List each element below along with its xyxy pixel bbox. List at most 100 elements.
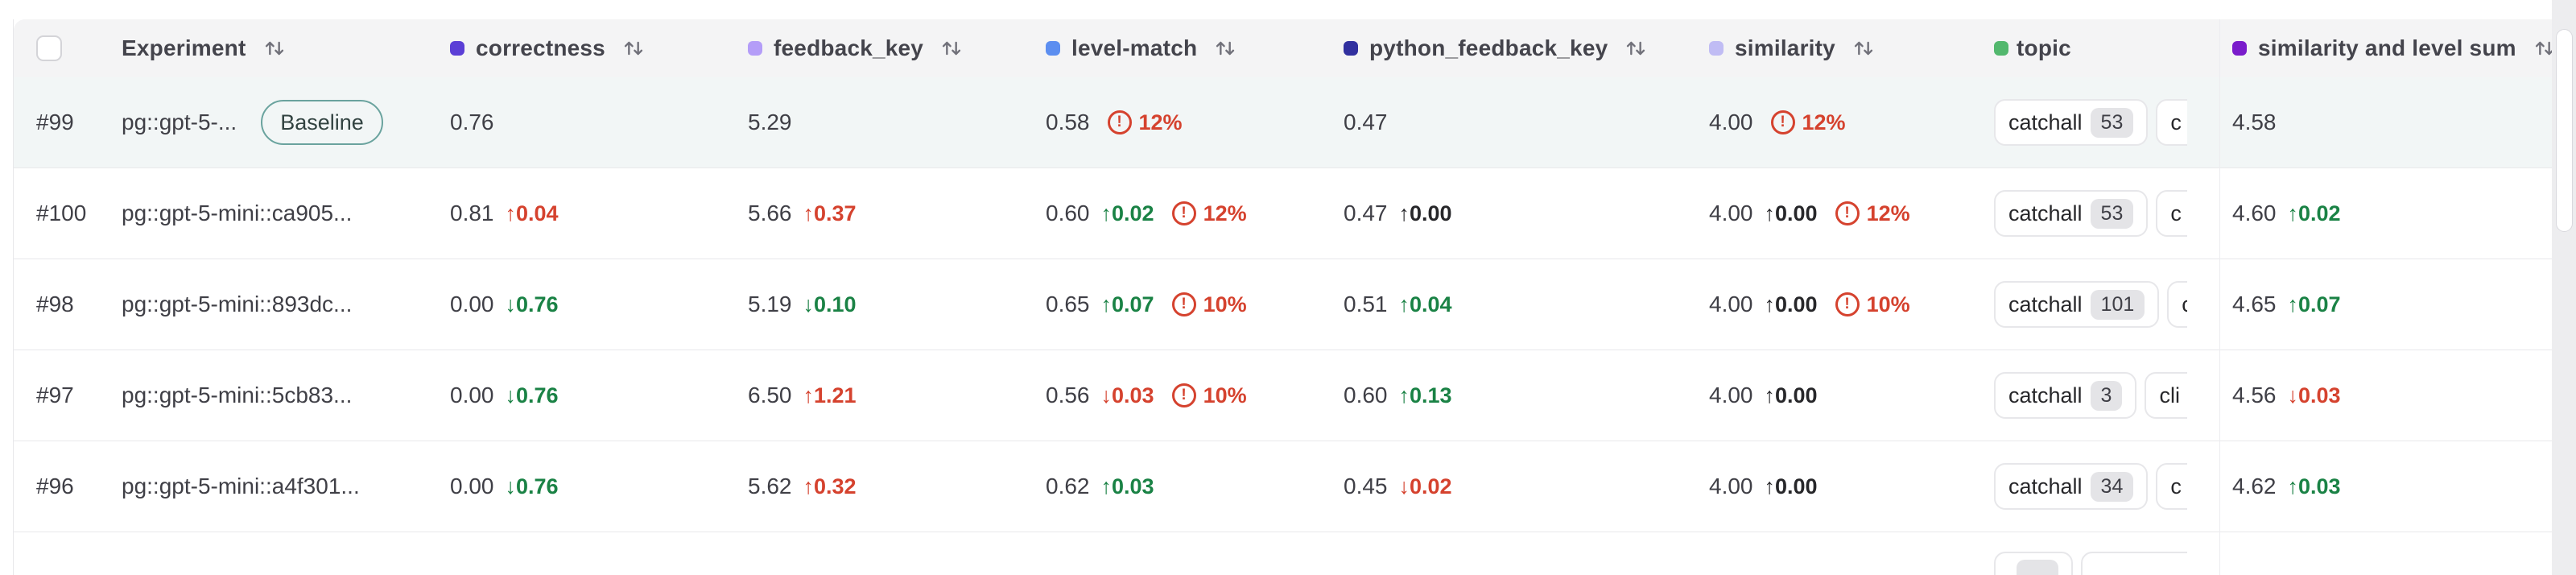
level-match-value: 0.58 — [1046, 110, 1090, 134]
regression-warning: 10% — [1835, 292, 1910, 317]
column-header-python-feedback-key: python_feedback_key — [1369, 35, 1608, 60]
level-match-delta: ↓0.03 — [1100, 383, 1154, 407]
sort-icon[interactable] — [1850, 35, 1877, 62]
vertical-scrollbar-thumb[interactable] — [2556, 29, 2573, 232]
python-feedback-key-delta: ↓0.02 — [1398, 474, 1452, 498]
similarity-value: 4.00 — [1709, 201, 1753, 225]
table-row[interactable]: #97 pg::gpt-5-mini::5cb83... 0.00 ↓0.76 … — [14, 350, 2552, 441]
experiment-name[interactable]: pg::gpt-5-mini::5cb83... — [122, 383, 353, 407]
feedback-key-value: 5.29 — [748, 110, 792, 134]
feedback-key-value: 6.50 — [748, 383, 792, 407]
similarity-value: 4.00 — [1709, 292, 1753, 316]
sort-icon[interactable] — [1212, 35, 1239, 62]
similarity-and-level-sum-delta: ↑0.07 — [2287, 292, 2341, 316]
header-cell-feedback-key: feedback_key — [748, 19, 965, 77]
experiment-name[interactable]: pg::gpt-5-mini::ca905... — [122, 201, 353, 225]
regression-warning: 12% — [1770, 110, 1846, 135]
level-match-dot-icon — [1046, 41, 1060, 56]
topic-badge-clipped: c — [2167, 281, 2187, 328]
similarity-value: 4.00 — [1709, 383, 1753, 407]
feedback-key-dot-icon — [748, 41, 762, 56]
regression-warning: 12% — [1107, 110, 1183, 135]
feedback-key-delta: ↓0.10 — [803, 292, 857, 316]
table-row[interactable]: #100 pg::gpt-5-mini::ca905... 0.81 ↑0.04… — [14, 168, 2552, 259]
table-row[interactable]: #96 pg::gpt-5-mini::a4f301... 0.00 ↓0.76… — [14, 441, 2552, 532]
header-cell-select — [36, 19, 62, 77]
column-header-similarity: similarity — [1735, 35, 1835, 60]
similarity-delta: ↑0.00 — [1764, 383, 1818, 407]
topic-badge: catchall 101 — [1994, 281, 2160, 328]
header-cell-topic: topic — [1994, 19, 2187, 77]
table-row-partial[interactable] — [14, 532, 2552, 575]
header-cell-similarity: similarity — [1709, 19, 1877, 77]
column-header-feedback-key: feedback_key — [774, 35, 924, 60]
python-feedback-key-value: 0.51 — [1344, 292, 1388, 316]
similarity-and-level-sum-value: 4.60 — [2232, 201, 2277, 225]
topic-badge: catchall 34 — [1994, 463, 2149, 510]
correctness-dot-icon — [450, 41, 464, 56]
similarity-and-level-sum-value: 4.58 — [2232, 110, 2277, 134]
row-id: #100 — [36, 201, 87, 225]
topic-badge-clipped: cli — [2145, 372, 2187, 419]
correctness-value: 0.81 — [450, 201, 494, 225]
similarity-delta: ↑0.00 — [1764, 201, 1818, 225]
level-match-delta: ↑0.03 — [1100, 474, 1154, 498]
column-header-topic: topic — [2017, 35, 2071, 60]
row-id: #99 — [36, 110, 74, 134]
correctness-delta: ↑0.04 — [505, 201, 559, 225]
topic-count-chip — [2017, 560, 2058, 575]
regression-warning: 12% — [1171, 201, 1247, 226]
python-feedback-key-delta: ↑0.13 — [1398, 383, 1452, 407]
topic-badge — [1994, 552, 2073, 575]
warning-icon — [1835, 201, 1860, 225]
topic-count-chip: 34 — [2090, 471, 2134, 502]
level-match-value: 0.62 — [1046, 474, 1090, 498]
sort-icon[interactable] — [620, 35, 647, 62]
level-match-delta: ↑0.07 — [1100, 292, 1154, 316]
header-cell-experiment: Experiment — [122, 19, 288, 77]
topic-count-chip: 101 — [2090, 289, 2145, 320]
sort-icon[interactable] — [261, 35, 288, 62]
pinned-column-divider — [2219, 19, 2220, 575]
topic-dot-icon — [1994, 41, 2008, 56]
baseline-badge: Baseline — [261, 100, 383, 145]
sort-icon[interactable] — [938, 35, 965, 62]
python-feedback-key-delta: ↑0.04 — [1398, 292, 1452, 316]
select-all-checkbox[interactable] — [36, 35, 62, 61]
column-header-level-match: level-match — [1071, 35, 1198, 60]
column-header-correctness: correctness — [476, 35, 605, 60]
topic-badge-clipped — [2081, 552, 2187, 575]
topic-count-chip: 3 — [2090, 380, 2123, 411]
warning-icon — [1171, 201, 1196, 225]
table-row[interactable]: #99 pg::gpt-5-... Baseline 0.76 5.29 0.5… — [14, 77, 2552, 168]
regression-warning: 10% — [1171, 383, 1247, 408]
feedback-key-delta: ↑1.21 — [803, 383, 857, 407]
topic-badge-clipped: c — [2156, 99, 2187, 146]
correctness-value: 0.00 — [450, 383, 494, 407]
feedback-key-value: 5.19 — [748, 292, 792, 316]
experiment-name[interactable]: pg::gpt-5-mini::893dc... — [122, 292, 353, 316]
warning-icon — [1171, 292, 1196, 316]
python-feedback-key-value: 0.45 — [1344, 474, 1388, 498]
experiment-name[interactable]: pg::gpt-5-mini::a4f301... — [122, 474, 360, 498]
experiment-name[interactable]: pg::gpt-5-... — [122, 110, 237, 134]
row-id: #96 — [36, 474, 74, 498]
similarity-value: 4.00 — [1709, 110, 1753, 134]
python-feedback-key-value: 0.47 — [1344, 201, 1388, 225]
feedback-key-delta: ↑0.37 — [803, 201, 857, 225]
table-row[interactable]: #98 pg::gpt-5-mini::893dc... 0.00 ↓0.76 … — [14, 259, 2552, 350]
header-cell-python-feedback-key: python_feedback_key — [1344, 19, 1649, 77]
topic-count-chip: 53 — [2090, 198, 2134, 229]
similarity-and-level-sum-dot-icon — [2232, 41, 2247, 56]
correctness-value: 0.00 — [450, 474, 494, 498]
python-feedback-key-delta: ↑0.00 — [1398, 201, 1452, 225]
similarity-delta: ↑0.00 — [1764, 292, 1818, 316]
vertical-scrollbar-track[interactable] — [2552, 0, 2576, 575]
header-cell-correctness: correctness — [450, 19, 647, 77]
sort-icon[interactable] — [1622, 35, 1649, 62]
similarity-and-level-sum-delta: ↓0.03 — [2287, 383, 2341, 407]
topic-badge: catchall 53 — [1994, 99, 2149, 146]
warning-icon — [1107, 110, 1132, 134]
similarity-delta: ↑0.00 — [1764, 474, 1818, 498]
python-feedback-key-value: 0.47 — [1344, 110, 1388, 134]
